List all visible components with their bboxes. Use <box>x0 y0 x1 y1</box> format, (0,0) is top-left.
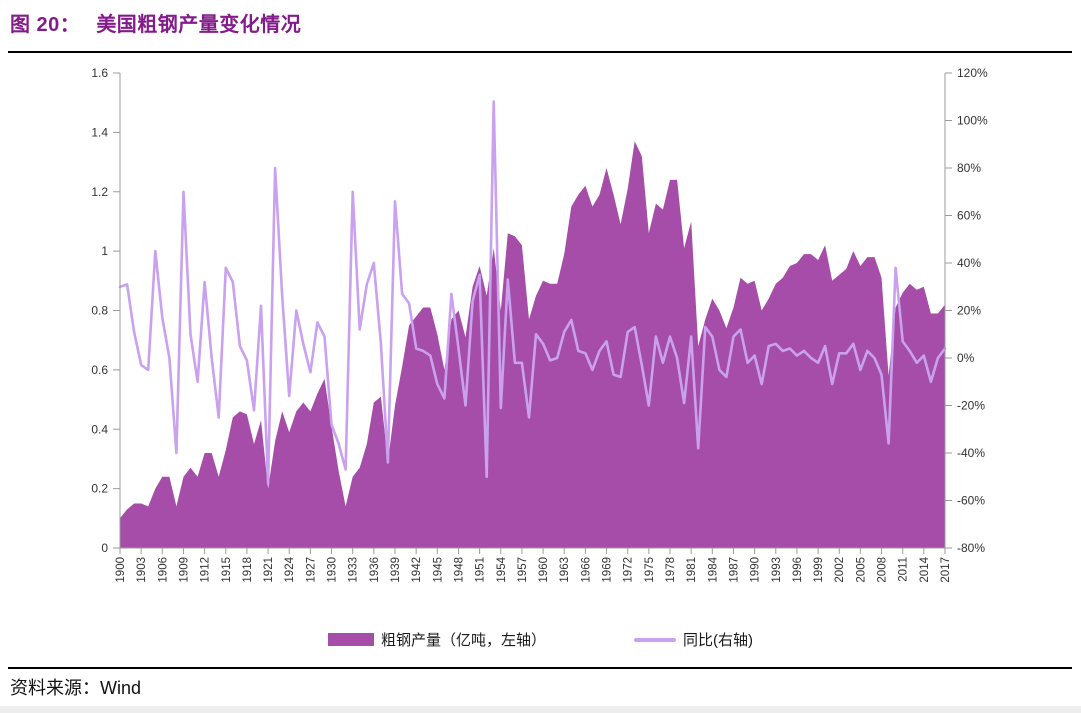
x-axis-tick-label: 1933 <box>348 557 360 583</box>
x-axis-tick-label: 1909 <box>178 557 190 583</box>
x-axis-tick-label: 1906 <box>157 557 169 583</box>
right-axis-tick-label: -60% <box>957 494 985 508</box>
x-axis-tick-label: 1915 <box>221 557 233 583</box>
right-axis-tick-label: 40% <box>957 256 981 270</box>
x-axis-tick-label: 1960 <box>538 557 550 583</box>
x-axis-tick-label: 2008 <box>877 557 889 583</box>
x-axis-tick-label: 1999 <box>813 557 825 583</box>
right-axis-tick-label: 20% <box>957 304 981 318</box>
x-axis-tick-label: 2002 <box>834 557 846 583</box>
left-axis-tick-label: 0.4 <box>91 422 108 436</box>
footer-divider <box>8 667 1072 669</box>
x-axis-tick-label: 1996 <box>792 557 804 583</box>
x-axis-tick-label: 1903 <box>136 557 148 583</box>
x-axis-tick-label: 1957 <box>517 557 529 583</box>
production-area-series <box>120 141 945 549</box>
x-axis-tick-label: 1912 <box>200 557 212 583</box>
figure-header: 图 20： 美国粗钢产量变化情况 <box>10 8 301 37</box>
left-axis-tick-label: 1.2 <box>91 185 108 199</box>
x-axis-tick-label: 1942 <box>411 557 423 583</box>
right-axis-tick-label: 60% <box>957 209 981 223</box>
x-axis-tick-label: 1993 <box>771 557 783 583</box>
page-bottom-strip <box>0 706 1081 713</box>
right-axis-tick-label: -20% <box>957 399 985 413</box>
right-axis-tick-label: -40% <box>957 446 985 460</box>
legend-item-yoy: 同比(右轴) <box>634 629 753 650</box>
left-axis-tick-label: 1.6 <box>91 66 108 80</box>
chart-legend: 粗钢产量（亿吨，左轴） 同比(右轴) <box>0 629 1081 650</box>
right-axis-tick-label: 120% <box>957 66 988 80</box>
x-axis-tick-label: 1975 <box>644 557 656 583</box>
right-axis-tick-label: 100% <box>957 114 988 128</box>
x-axis-tick-label: 1963 <box>559 557 571 583</box>
x-axis-tick-label: 1984 <box>707 556 719 582</box>
x-axis-tick-label: 1918 <box>242 557 254 583</box>
figure-title: 美国粗钢产量变化情况 <box>96 14 302 36</box>
x-axis-tick-label: 2014 <box>919 556 931 582</box>
x-axis-tick-label: 1981 <box>686 557 698 583</box>
x-axis-tick-label: 2011 <box>898 557 910 582</box>
left-axis-tick-label: 1.4 <box>91 125 108 139</box>
legend-swatch-yoy-icon <box>634 637 676 642</box>
x-axis-tick-label: 1978 <box>665 557 677 583</box>
steel-production-chart: 0 0.2 0.4 0.6 0.8 1 1.2 1.4 1.6 -80% -60% -40% -20% 0… <box>91 66 988 583</box>
x-axis-tick-label: 1930 <box>327 557 339 583</box>
source-label: 资料来源： <box>10 678 100 698</box>
x-axis-tick-label: 2005 <box>855 557 867 583</box>
source-value: Wind <box>100 678 142 698</box>
header-divider <box>8 51 1072 53</box>
x-axis-tick-label: 1936 <box>369 557 381 583</box>
x-axis-tick-label: 1966 <box>580 557 592 583</box>
right-axis-tick-label: 80% <box>957 161 981 175</box>
x-axis-tick-label: 1945 <box>432 557 444 583</box>
yoy-line-series <box>118 100 947 486</box>
x-axis-tick-label: 1987 <box>728 557 740 583</box>
x-axis-tick-label: 1924 <box>284 556 296 582</box>
x-axis-tick-label: 1972 <box>623 557 635 583</box>
left-axis-tick-label: 0.2 <box>91 482 108 496</box>
figure-label: 图 20： <box>10 14 81 36</box>
x-axis-tick-label: 2017 <box>940 557 952 583</box>
legend-swatch-production-icon <box>327 633 374 646</box>
left-axis-tick-label: 0.6 <box>91 363 108 377</box>
x-axis-tick-label: 1969 <box>602 557 614 583</box>
x-axis-tick-label: 1900 <box>115 557 127 583</box>
x-axis-tick-label: 1939 <box>390 557 402 583</box>
x-axis-tick-label: 1954 <box>496 556 508 582</box>
x-axis-tick-label: 1948 <box>453 557 465 583</box>
left-axis-tick-label: 0 <box>101 541 108 555</box>
x-axis-tick-label: 1951 <box>475 557 487 583</box>
x-axis-tick-label: 1990 <box>750 557 762 583</box>
legend-item-production: 粗钢产量（亿吨，左轴） <box>327 629 546 650</box>
right-axis-tick-label: -80% <box>957 541 985 555</box>
left-axis-tick-label: 1 <box>101 244 108 258</box>
legend-label-production: 粗钢产量（亿吨，左轴） <box>380 632 546 649</box>
legend-label-yoy: 同比(右轴) <box>683 632 753 649</box>
right-axis-tick-label: 0% <box>957 351 975 365</box>
x-axis-tick-label: 1927 <box>305 557 317 583</box>
source-note: 资料来源：Wind <box>10 674 141 700</box>
left-axis-tick-label: 0.8 <box>91 304 108 318</box>
x-axis-tick-label: 1921 <box>263 557 275 583</box>
